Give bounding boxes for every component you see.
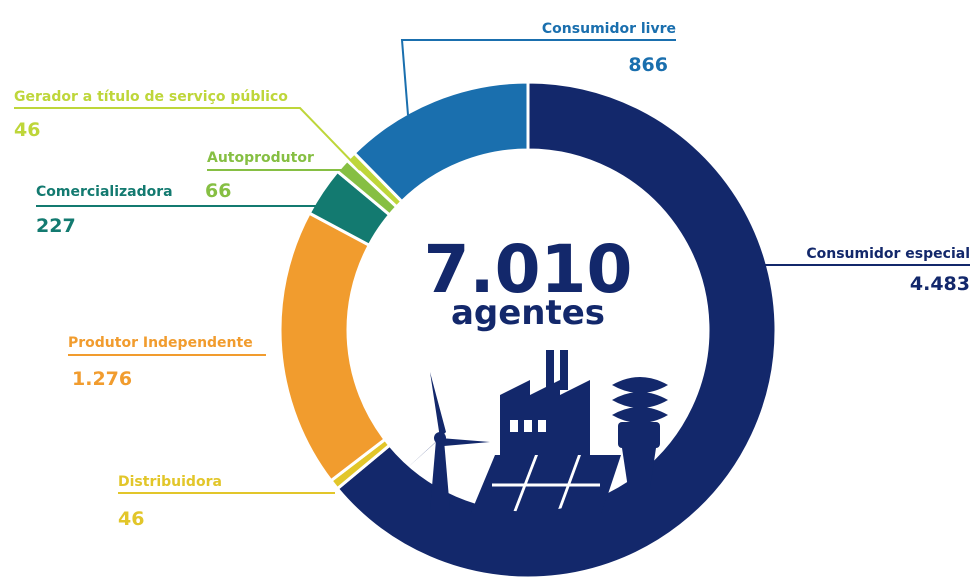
category-label-5: Autoprodutor [207,150,314,166]
value-label-7: 866 [628,54,668,76]
light-bulb-icon [612,377,668,488]
center-total-value: 7.010 [424,231,633,308]
category-label-7: Consumidor livre [542,21,676,37]
value-label-1: 4.483 [910,273,970,295]
category-label-4: Comercializadora [36,184,173,200]
data-labels: Consumidor especial 4.483 Distribuidora 46 P… [14,21,970,530]
leader-line-6 [14,107,361,171]
category-label-6: Gerador a título de serviço público [14,89,288,105]
leader-line-7 [400,39,676,116]
center-total-label: agentes [451,293,605,333]
donut-slice-1 [335,80,778,580]
energy-illustration [405,350,668,515]
donut-slice-3 [278,211,388,483]
value-label-2: 46 [118,508,144,530]
leader-lines [14,39,970,494]
solar-panel-icon [470,455,621,515]
factory-icon [500,350,590,455]
wind-turbine-icon [405,372,490,510]
value-label-3: 1.276 [72,368,132,390]
category-label-3: Produtor Independente [68,335,253,351]
value-label-6: 46 [14,119,40,141]
value-label-5: 66 [205,180,231,202]
donut-slice-7 [352,80,530,204]
category-label-1: Consumidor especial [806,246,970,262]
category-label-2: Distribuidora [118,474,222,490]
value-label-4: 227 [36,215,76,237]
donut-slices [278,80,778,580]
